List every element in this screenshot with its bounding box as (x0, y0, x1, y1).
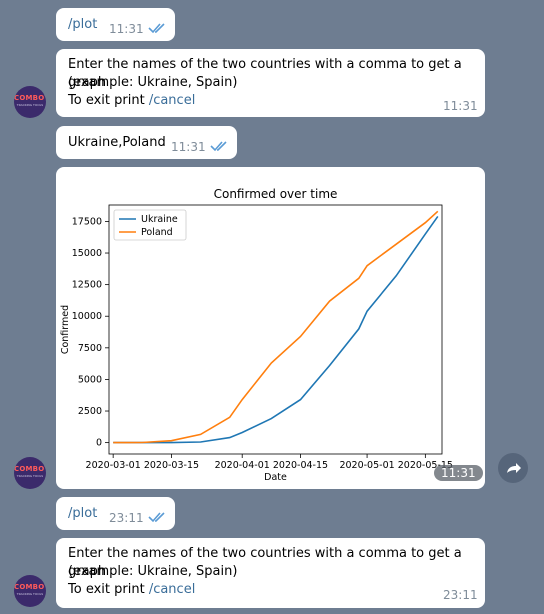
outgoing-message-plot-2[interactable]: /plot 23:11 (56, 497, 175, 530)
incoming-message-instructions-2[interactable]: Enter the names of the two countries wit… (56, 538, 485, 608)
share-arrow-icon (507, 463, 521, 473)
message-line-1: Enter the names of the two countries wit… (68, 57, 462, 90)
message-line-3: To exit print /cancel (68, 581, 195, 599)
x-tick-label: 2020-03-01 (86, 460, 141, 471)
y-axis-label: Confirmed (60, 305, 71, 354)
x-tick-label: 2020-03-15 (144, 460, 199, 471)
message-text: /plot (68, 506, 98, 521)
outgoing-message-countries[interactable]: Ukraine,Poland 11:31 (56, 126, 237, 159)
cancel-command-link[interactable]: /cancel (148, 582, 196, 597)
message-line-2: (example: Ukraine, Spain) (68, 564, 238, 579)
chart-image-message[interactable]: Confirmed over time 0 2500 5000 7500 10000 125… (56, 167, 485, 489)
y-tick-label: 0 (96, 438, 102, 449)
x-tick-label: 2020-05-01 (339, 460, 394, 471)
y-tick-label: 12500 (72, 280, 102, 291)
avatar-logo: COMBOT (14, 465, 46, 473)
message-time: 23:11 (443, 588, 478, 602)
series-line-ukraine (113, 215, 439, 444)
incoming-message-instructions-1[interactable]: Enter the names of the two countries wit… (56, 49, 485, 117)
message-time: 11:31 (434, 465, 483, 481)
y-tick-label: 5000 (78, 374, 102, 385)
avatar-subtitle: TRACKING TOOLS (16, 592, 44, 596)
double-check-icon (148, 512, 165, 523)
message-line-3-prefix: To exit print (68, 93, 149, 108)
message-time: 11:31 (443, 99, 478, 113)
message-line-1: Enter the names of the two countries wit… (68, 546, 462, 579)
avatar-subtitle: TRACKING TOOLS (16, 103, 44, 107)
chart-title: Confirmed over time (214, 187, 338, 201)
confirmed-chart: Confirmed over time 0 2500 5000 7500 10000 125… (60, 187, 453, 483)
outgoing-message-plot-1[interactable]: /plot 11:31 (56, 8, 175, 41)
double-check-icon (210, 141, 227, 152)
legend-label-ukraine: Ukraine (141, 214, 178, 225)
series-line-poland (113, 210, 439, 444)
avatar-logo: COMBOT (14, 94, 46, 102)
y-tick-label: 2500 (78, 406, 102, 417)
y-tick-label: 7500 (78, 343, 102, 354)
y-tick-label: 10000 (72, 311, 102, 322)
x-tick-label: 2020-05-15 (398, 460, 453, 471)
message-time: 23:11 (109, 511, 144, 525)
message-line-3-prefix: To exit print (68, 582, 149, 597)
message-time: 11:31 (171, 140, 206, 154)
legend-label-poland: Poland (141, 227, 173, 238)
double-check-icon (148, 23, 165, 34)
share-button[interactable] (498, 453, 528, 483)
bot-avatar[interactable]: COMBOT TRACKING TOOLS (14, 575, 46, 607)
message-line-3: To exit print /cancel (68, 92, 195, 110)
cancel-command-link[interactable]: /cancel (148, 93, 196, 108)
y-tick-label: 17500 (72, 216, 102, 227)
message-text: Ukraine,Poland (68, 135, 166, 150)
plot-area-frame (108, 204, 443, 455)
x-tick-label: 2020-04-15 (273, 460, 328, 471)
message-line-2: (example: Ukraine, Spain) (68, 75, 238, 90)
message-text: /plot (68, 17, 98, 32)
avatar-logo: COMBOT (14, 583, 46, 591)
message-time: 11:31 (109, 22, 144, 36)
bot-avatar[interactable]: COMBOT TRACKING TOOLS (14, 457, 46, 489)
avatar-subtitle: TRACKING TOOLS (16, 474, 44, 478)
x-tick-label: 2020-04-01 (215, 460, 270, 471)
y-tick-label: 15000 (72, 248, 102, 259)
x-axis-label: Date (264, 472, 287, 483)
bot-avatar[interactable]: COMBOT TRACKING TOOLS (14, 86, 46, 118)
